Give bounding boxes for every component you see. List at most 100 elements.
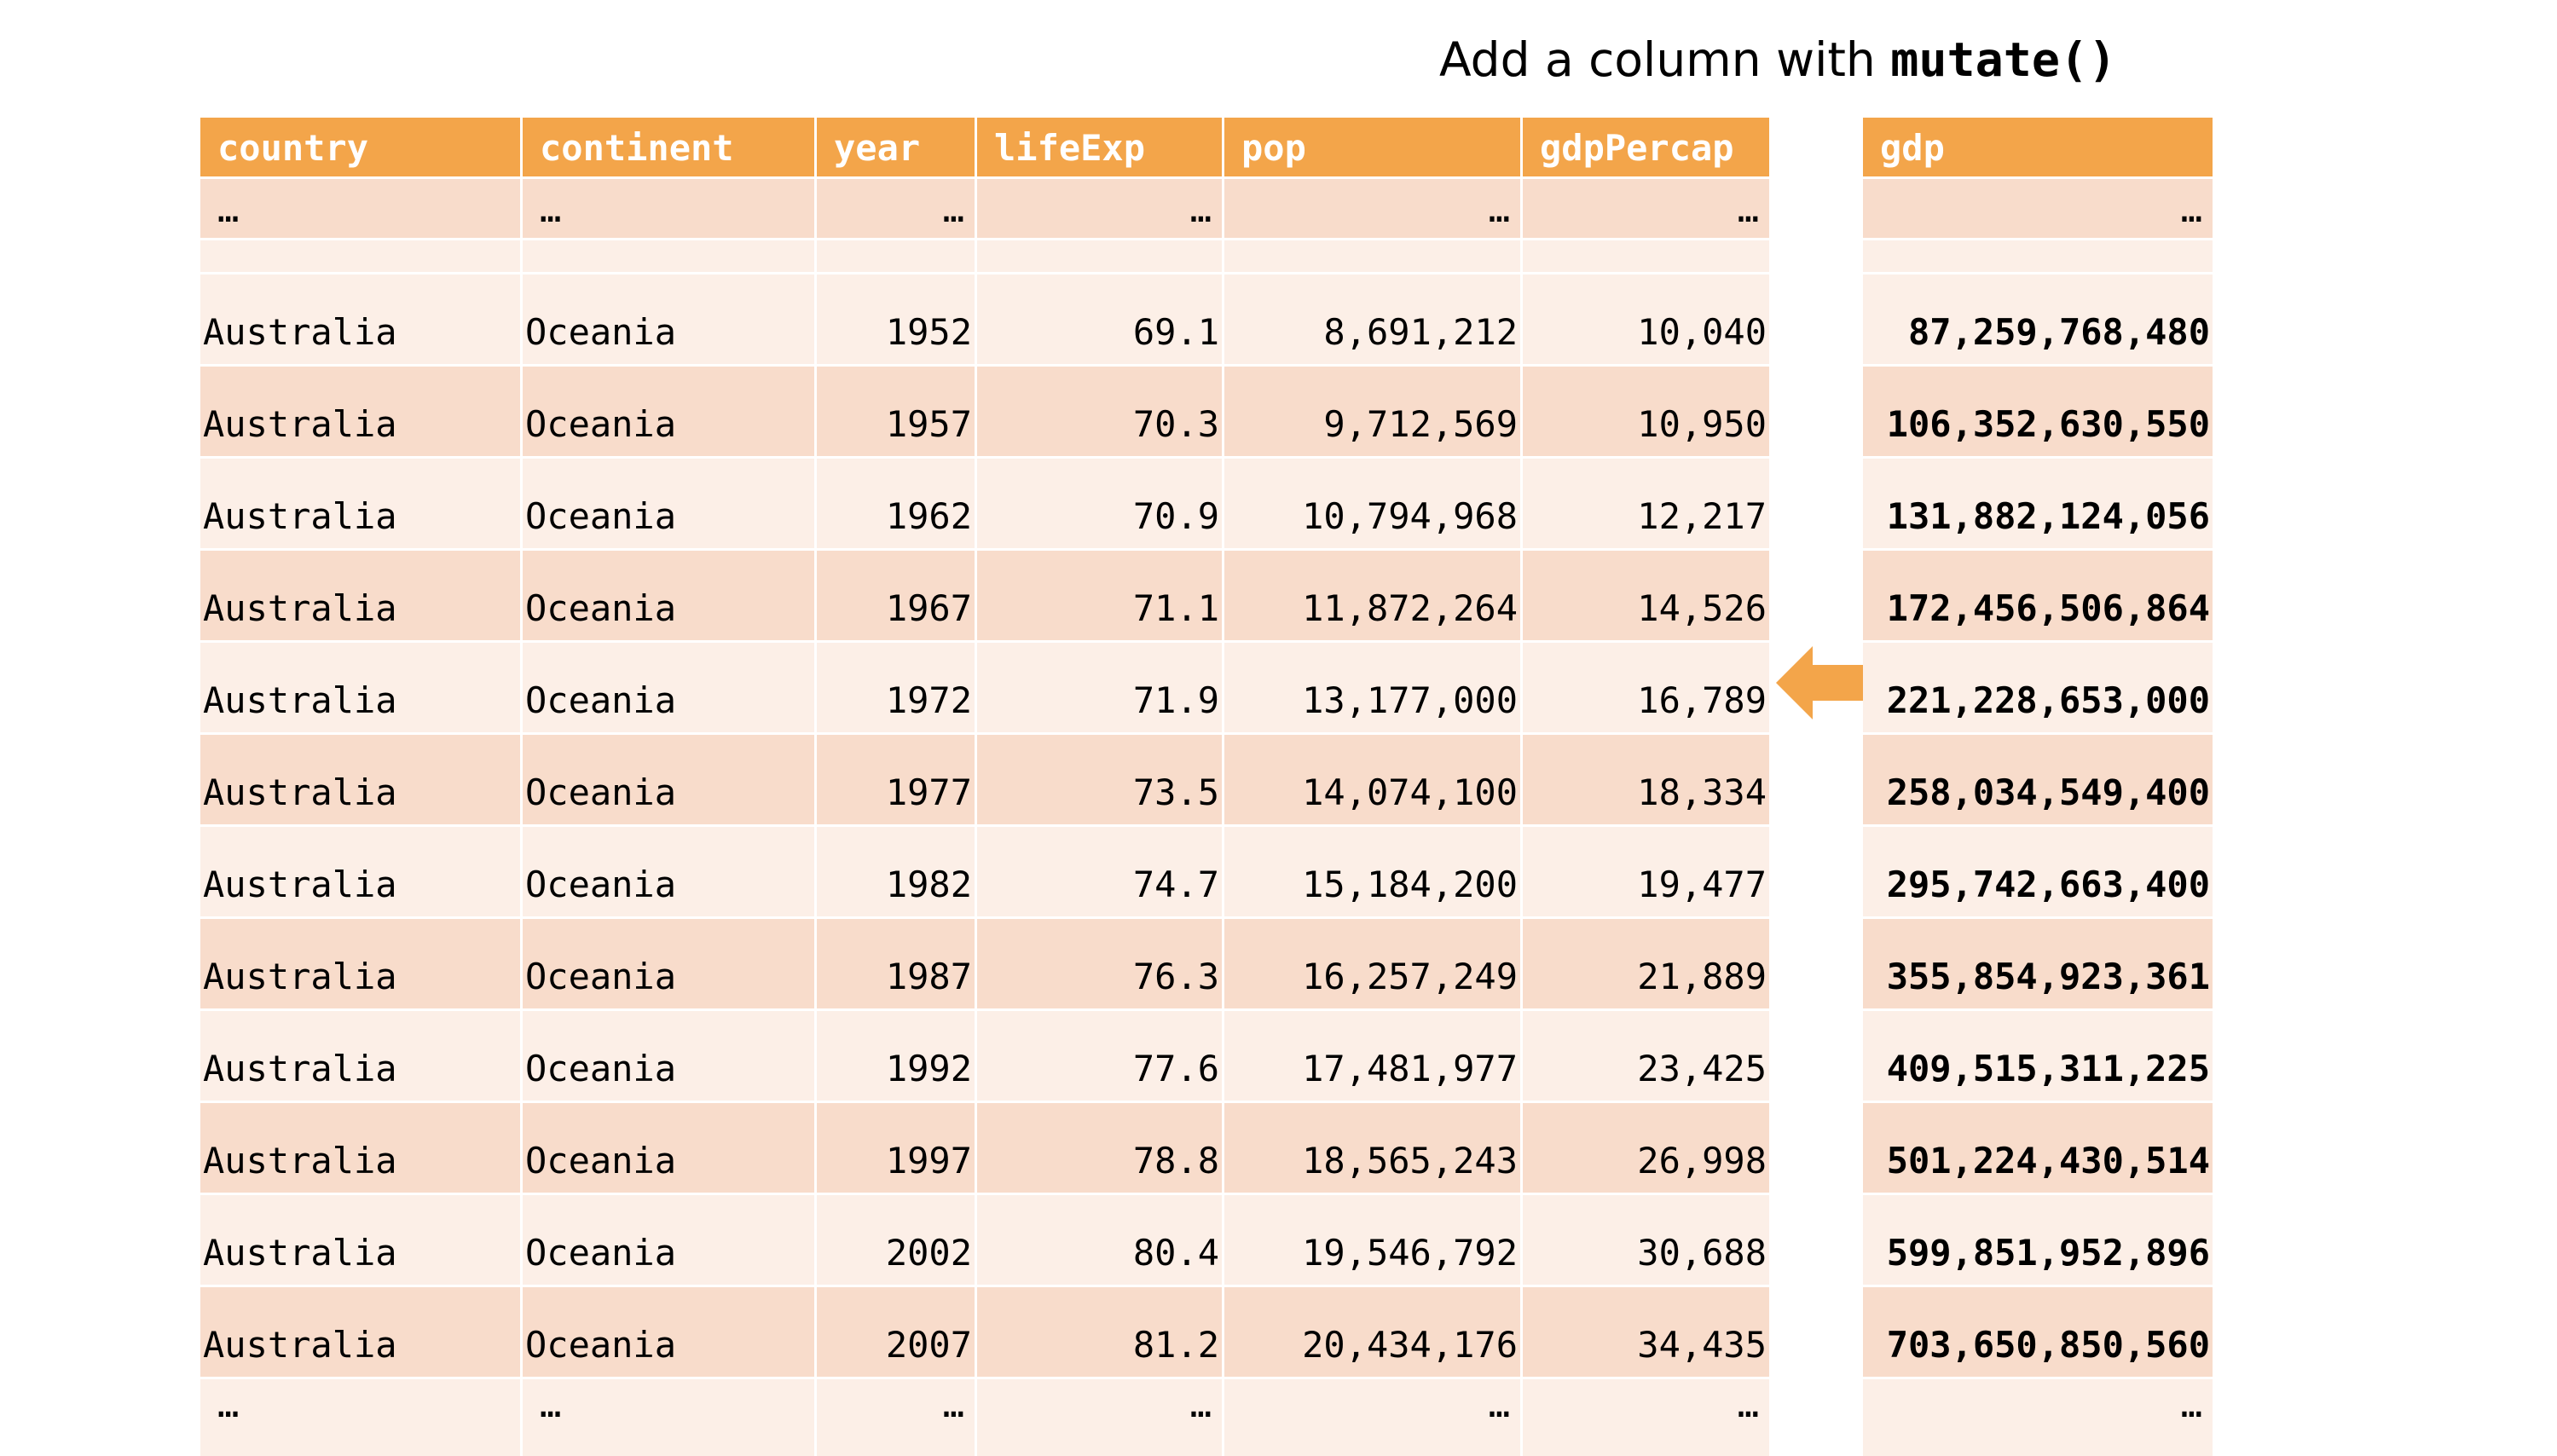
cell-lifeexp: 69.1 <box>977 274 1224 367</box>
cell-gdp: 295,742,663,400 <box>1863 827 2213 919</box>
table-row: 599,851,952,896 <box>1863 1195 2213 1287</box>
cell-gdp: 599,851,952,896 <box>1863 1195 2213 1287</box>
spacer-cell <box>1224 240 1523 274</box>
cell-continent: Oceania <box>523 1103 817 1195</box>
cell-gdppercap: 16,789 <box>1523 643 1769 735</box>
cell-gdppercap: 14,526 <box>1523 551 1769 643</box>
spacer-cell <box>1523 240 1769 274</box>
table-row: Australia Oceania 1987 76.3 16,257,249 21,889 <box>200 919 1769 1011</box>
cell-pop: 13,177,000 <box>1224 643 1523 735</box>
ellipsis-row-top: … … … … … … <box>200 179 1769 240</box>
table-body: Australia Oceania 1952 69.1 8,691,212 10,040 A… <box>200 274 1769 1379</box>
cell-country: Australia <box>200 1287 523 1379</box>
cell-year: 1992 <box>817 1011 977 1103</box>
spacer-cell <box>1863 240 2213 274</box>
cell-country: Australia <box>200 735 523 827</box>
table-row: 87,259,768,480 <box>1863 274 2213 367</box>
cell-gdp: 87,259,768,480 <box>1863 274 2213 367</box>
table-row: Australia Oceania 1952 69.1 8,691,212 10,040 <box>200 274 1769 367</box>
cell-year: 1972 <box>817 643 977 735</box>
cell-gdp: 501,224,430,514 <box>1863 1103 2213 1195</box>
cell-country: Australia <box>200 1011 523 1103</box>
ellipsis-cell: … <box>1863 1379 2213 1456</box>
cell-year: 1967 <box>817 551 977 643</box>
cell-continent: Oceania <box>523 643 817 735</box>
cell-pop: 19,546,792 <box>1224 1195 1523 1287</box>
title-code: mutate() <box>1890 32 2117 87</box>
cell-lifeexp: 73.5 <box>977 735 1224 827</box>
ellipsis-cell: … <box>523 1379 817 1456</box>
title-text: Add a column with <box>1439 32 1891 87</box>
header-row: country continent year lifeExp pop gdpPe… <box>200 118 1769 179</box>
ellipsis-cell: … <box>817 179 977 240</box>
header-lifeexp: lifeExp <box>977 118 1224 179</box>
table-row: Australia Oceania 1972 71.9 13,177,000 16,789 <box>200 643 1769 735</box>
cell-pop: 11,872,264 <box>1224 551 1523 643</box>
cell-gdp: 131,882,124,056 <box>1863 459 2213 551</box>
cell-pop: 10,794,968 <box>1224 459 1523 551</box>
ellipsis-cell: … <box>1224 1379 1523 1456</box>
table-row: 258,034,549,400 <box>1863 735 2213 827</box>
spacer-cell <box>817 240 977 274</box>
left-arrow-icon <box>1776 646 1870 719</box>
table-row: 295,742,663,400 <box>1863 827 2213 919</box>
table-row: Australia Oceania 2007 81.2 20,434,176 34,435 <box>200 1287 1769 1379</box>
cell-gdppercap: 10,040 <box>1523 274 1769 367</box>
cell-gdp: 703,650,850,560 <box>1863 1287 2213 1379</box>
slide-title: Add a column with mutate() <box>1439 26 2116 94</box>
cell-year: 1952 <box>817 274 977 367</box>
cell-continent: Oceania <box>523 274 817 367</box>
cell-lifeexp: 70.3 <box>977 367 1224 459</box>
cell-continent: Oceania <box>523 1195 817 1287</box>
cell-pop: 14,074,100 <box>1224 735 1523 827</box>
ellipsis-row-bottom: … … … … … … <box>200 1379 1769 1456</box>
spacer-cell <box>200 240 523 274</box>
cell-year: 1962 <box>817 459 977 551</box>
spacer-cell <box>977 240 1224 274</box>
gapminder-table: country continent year lifeExp pop gdpPe… <box>200 118 1769 1456</box>
table-row: 221,228,653,000 <box>1863 643 2213 735</box>
cell-pop: 15,184,200 <box>1224 827 1523 919</box>
cell-gdp: 355,854,923,361 <box>1863 919 2213 1011</box>
cell-gdppercap: 30,688 <box>1523 1195 1769 1287</box>
cell-country: Australia <box>200 1103 523 1195</box>
cell-lifeexp: 81.2 <box>977 1287 1224 1379</box>
table-row: Australia Oceania 1992 77.6 17,481,977 23,425 <box>200 1011 1769 1103</box>
cell-continent: Oceania <box>523 367 817 459</box>
cell-country: Australia <box>200 459 523 551</box>
gdp-table: gdp … 87,259,768,480 106,352,630,550 131,8… <box>1863 118 2213 1456</box>
cell-gdp: 409,515,311,225 <box>1863 1011 2213 1103</box>
cell-gdppercap: 26,998 <box>1523 1103 1769 1195</box>
cell-continent: Oceania <box>523 551 817 643</box>
header-row: gdp <box>1863 118 2213 179</box>
cell-continent: Oceania <box>523 827 817 919</box>
cell-continent: Oceania <box>523 1287 817 1379</box>
ellipsis-cell: … <box>200 1379 523 1456</box>
cell-country: Australia <box>200 1195 523 1287</box>
header-gdppercap: gdpPercap <box>1523 118 1769 179</box>
cell-lifeexp: 80.4 <box>977 1195 1224 1287</box>
table-row: 501,224,430,514 <box>1863 1103 2213 1195</box>
cell-continent: Oceania <box>523 1011 817 1103</box>
cell-gdppercap: 12,217 <box>1523 459 1769 551</box>
cell-country: Australia <box>200 367 523 459</box>
cell-country: Australia <box>200 643 523 735</box>
cell-pop: 17,481,977 <box>1224 1011 1523 1103</box>
header-country: country <box>200 118 523 179</box>
table-body: 87,259,768,480 106,352,630,550 131,882,124… <box>1863 274 2213 1379</box>
table-row: Australia Oceania 2002 80.4 19,546,792 30,688 <box>200 1195 1769 1287</box>
table-row: 355,854,923,361 <box>1863 919 2213 1011</box>
cell-lifeexp: 71.9 <box>977 643 1224 735</box>
table-row: Australia Oceania 1982 74.7 15,184,200 19,477 <box>200 827 1769 919</box>
cell-gdp: 172,456,506,864 <box>1863 551 2213 643</box>
table-row: Australia Oceania 1957 70.3 9,712,569 10,950 <box>200 367 1769 459</box>
cell-country: Australia <box>200 827 523 919</box>
cell-gdppercap: 18,334 <box>1523 735 1769 827</box>
table-row: 172,456,506,864 <box>1863 551 2213 643</box>
cell-year: 1982 <box>817 827 977 919</box>
cell-lifeexp: 78.8 <box>977 1103 1224 1195</box>
cell-lifeexp: 70.9 <box>977 459 1224 551</box>
cell-pop: 20,434,176 <box>1224 1287 1523 1379</box>
table-row: 106,352,630,550 <box>1863 367 2213 459</box>
cell-continent: Oceania <box>523 735 817 827</box>
